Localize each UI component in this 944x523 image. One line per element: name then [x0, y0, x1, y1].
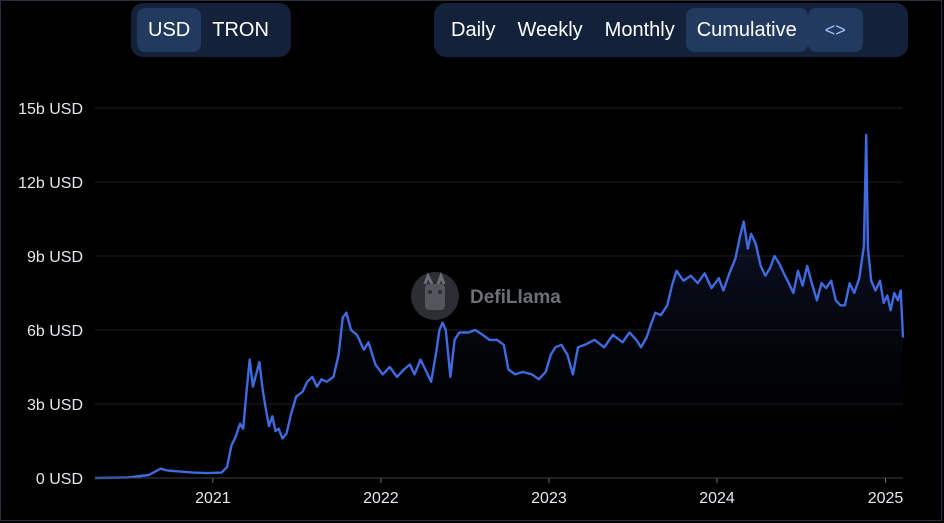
y-axis-ticks: 0 USD 3b USD 6b USD 9b USD 12b USD 15b USD — [18, 101, 83, 488]
tron-toggle-button[interactable]: TRON — [212, 19, 269, 41]
view-toggle-group: Daily Weekly Monthly Cumulative <> — [434, 3, 908, 57]
monthly-toggle-button[interactable]: Monthly — [604, 19, 675, 41]
watermark-text: DefiLlama — [470, 287, 561, 308]
series-area — [95, 135, 903, 478]
x-tick-label: 2023 — [531, 490, 567, 507]
usd-toggle-button[interactable]: USD — [137, 8, 202, 52]
y-tick-label: 6b USD — [27, 323, 83, 340]
y-tick-label: 3b USD — [27, 397, 83, 414]
x-axis-ticks: 2021 2022 2023 2024 2025 — [95, 477, 904, 507]
x-tick-label: 2024 — [699, 490, 735, 507]
y-tick-label: 0 USD — [36, 471, 83, 488]
y-tick-label: 12b USD — [18, 175, 83, 192]
daily-toggle-button[interactable]: Daily — [451, 19, 496, 41]
llama-logo-icon — [411, 271, 459, 320]
y-tick-label: 9b USD — [27, 249, 83, 266]
y-tick-label: 15b USD — [18, 101, 83, 118]
currency-toggle-group: USD TRON — [131, 3, 291, 57]
weekly-toggle-button[interactable]: Weekly — [517, 19, 583, 41]
x-tick-label: 2025 — [868, 490, 904, 507]
x-tick-label: 2022 — [363, 490, 399, 507]
code-icon[interactable]: <> — [807, 8, 863, 52]
watermark: DefiLlama — [411, 271, 561, 320]
series-line — [94, 133, 905, 480]
x-tick-label: 2021 — [195, 490, 231, 507]
cumulative-toggle-button[interactable]: Cumulative — [685, 8, 808, 52]
